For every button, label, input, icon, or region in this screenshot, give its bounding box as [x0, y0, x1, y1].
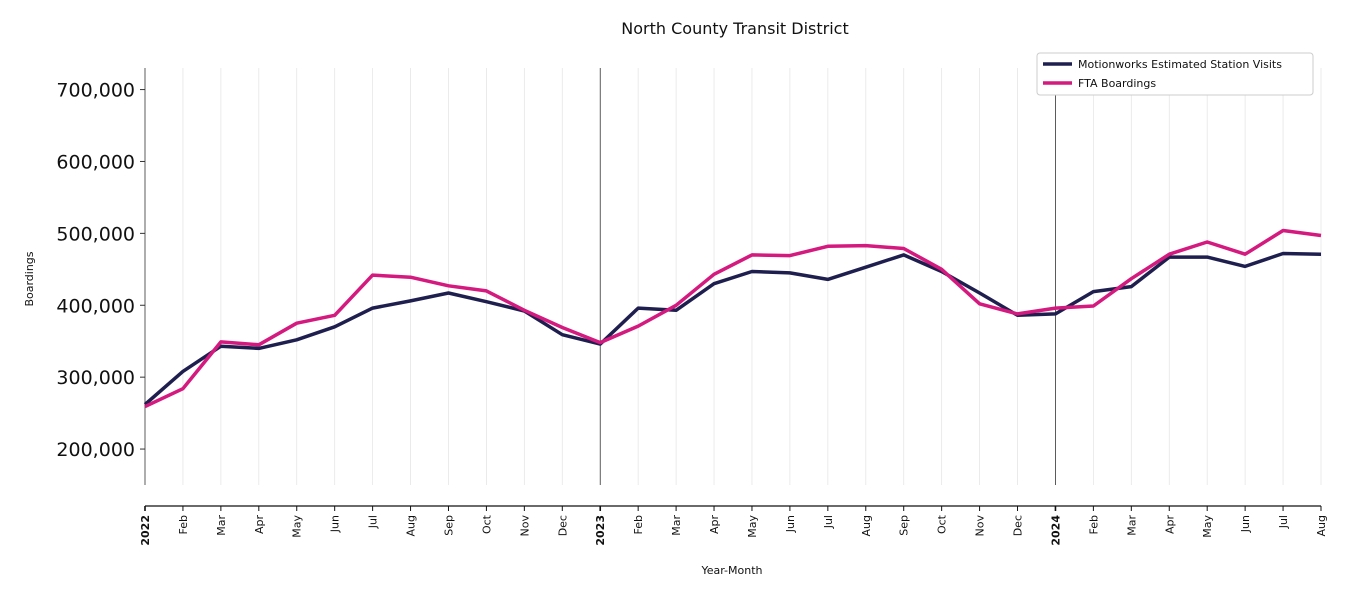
- x-tick-label: Nov: [974, 515, 987, 537]
- series-line-motionworks: [143, 251, 1322, 406]
- y-tick-label: 300,000: [56, 367, 135, 389]
- x-tick-label: Feb: [1087, 515, 1100, 534]
- y-axis-label: Boardings: [23, 251, 36, 306]
- x-tick-label: Aug: [405, 515, 418, 536]
- x-tick-label: Nov: [518, 515, 531, 537]
- x-tick-label: Mar: [215, 515, 228, 536]
- grid-lines: [182, 68, 1322, 485]
- x-tick-label: Jun: [329, 515, 342, 533]
- x-tick-label: Jul: [1277, 515, 1290, 529]
- series-lines: [143, 228, 1322, 409]
- x-tick-label: 2024: [1049, 515, 1062, 546]
- y-tick-label: 400,000: [56, 295, 135, 317]
- x-tick-label: May: [291, 515, 304, 538]
- x-tick-label: Apr: [253, 515, 266, 535]
- x-tick-label: Aug: [860, 515, 873, 536]
- y-tick-label: 700,000: [56, 80, 135, 102]
- series-line-fta: [144, 228, 1322, 409]
- x-tick-label: Sep: [442, 515, 455, 536]
- x-tick-label: Jul: [367, 515, 380, 529]
- x-tick-label: 2023: [594, 515, 607, 546]
- x-tick-label: Apr: [1163, 515, 1176, 535]
- axes: [140, 68, 1322, 511]
- legend-label-fta: FTA Boardings: [1078, 77, 1156, 90]
- chart-title: North County Transit District: [621, 19, 848, 38]
- x-tick-label: Dec: [1012, 515, 1025, 536]
- x-tick-label: Sep: [898, 515, 911, 536]
- x-tick-label: Oct: [480, 514, 493, 534]
- x-tick-label: Apr: [708, 515, 721, 535]
- x-tick-labels: 2022 Feb Mar Apr May Jun Jul Aug Sep Oct Nov Dec 202…: [139, 514, 1328, 545]
- legend-label-motionworks: Motionworks Estimated Station Visits: [1078, 58, 1282, 71]
- x-axis-label: Year-Month: [700, 564, 762, 577]
- x-tick-label: Feb: [632, 515, 645, 534]
- x-tick-label: May: [1201, 515, 1214, 538]
- x-tick-label: Mar: [1125, 515, 1138, 536]
- x-tick-label: Mar: [670, 515, 683, 536]
- legend: Motionworks Estimated Station Visits FTA…: [1036, 52, 1314, 96]
- x-tick-label: Feb: [177, 515, 190, 534]
- x-tick-label: Aug: [1315, 515, 1328, 536]
- x-tick-label: Dec: [556, 515, 569, 536]
- y-tick-label: 500,000: [56, 223, 135, 245]
- y-tick-label: 200,000: [56, 439, 135, 461]
- y-tick-labels: 200,000 300,000 400,000 500,000 600,000 700,0…: [56, 80, 135, 461]
- x-tick-label: 2022: [139, 515, 152, 546]
- x-tick-label: Jun: [1239, 515, 1252, 533]
- x-tick-label: Jun: [784, 515, 797, 533]
- legend-box: [1036, 52, 1314, 96]
- x-tick-label: Oct: [936, 514, 949, 534]
- y-tick-label: 600,000: [56, 151, 135, 173]
- x-tick-label: Jul: [822, 515, 835, 529]
- x-tick-label: May: [746, 515, 759, 538]
